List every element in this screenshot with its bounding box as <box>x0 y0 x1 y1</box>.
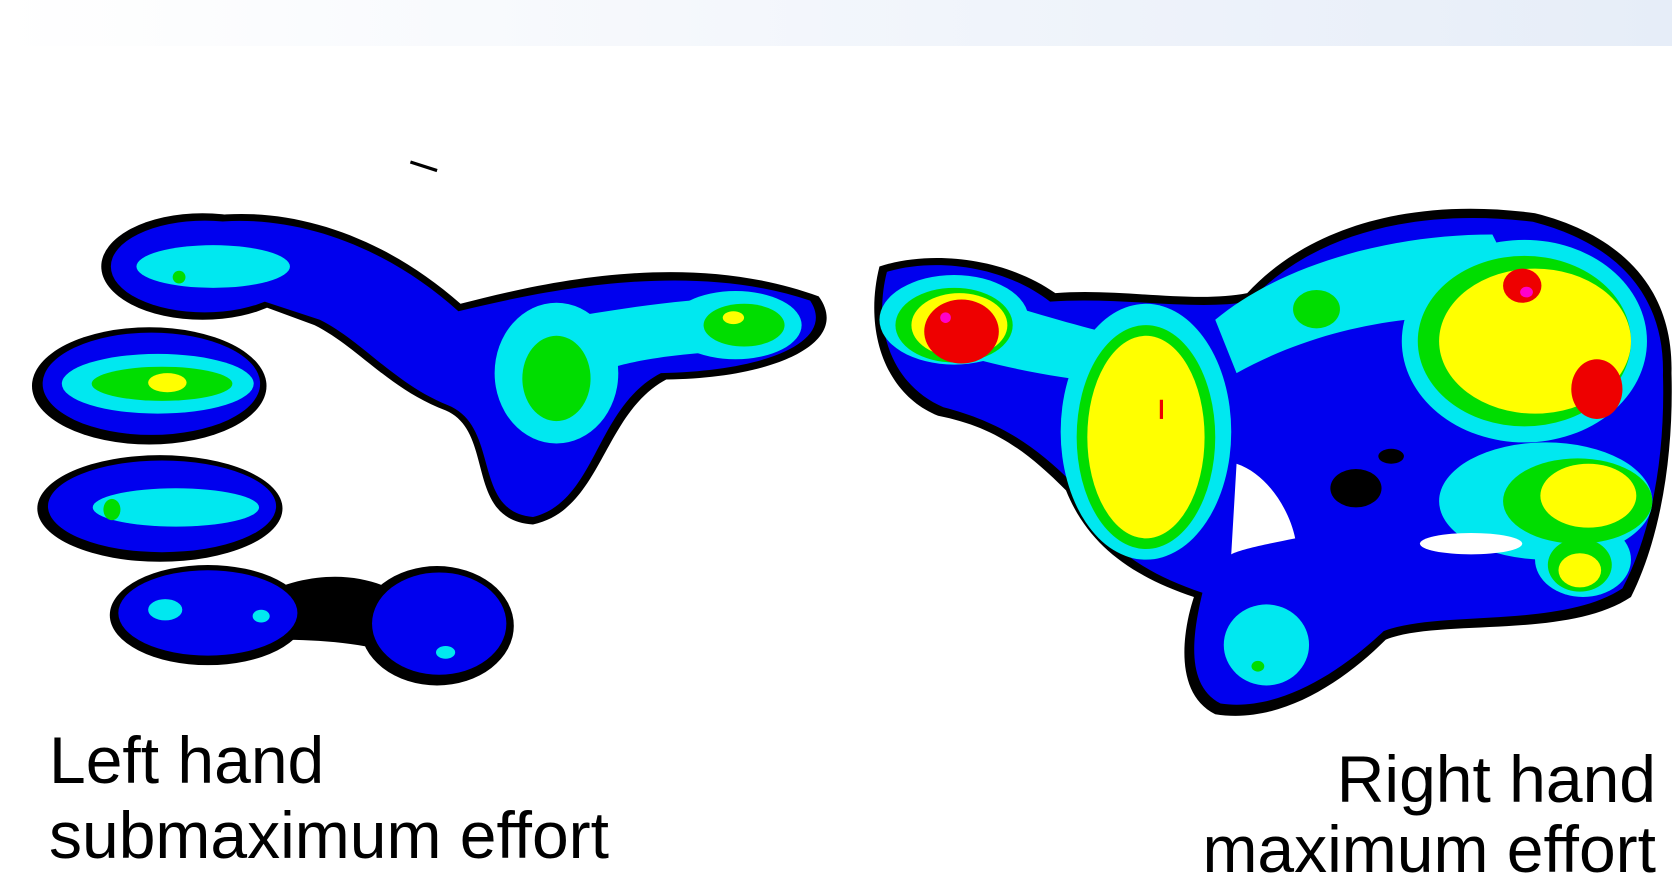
left-hand-map <box>32 162 827 685</box>
left-caption-line-2: submaximum effort <box>49 798 609 872</box>
page: Left hand submaximum effort Right hand m… <box>0 0 1672 873</box>
header-band <box>0 0 1672 46</box>
right-caption-line-2: maximum effort <box>1202 812 1656 873</box>
right-hand-map <box>874 209 1671 716</box>
left-caption-line-1: Left hand <box>49 723 324 797</box>
pressure-maps <box>32 162 1672 716</box>
right-caption-line-1: Right hand <box>1337 742 1656 816</box>
slide: Left hand submaximum effort Right hand m… <box>0 0 1672 873</box>
